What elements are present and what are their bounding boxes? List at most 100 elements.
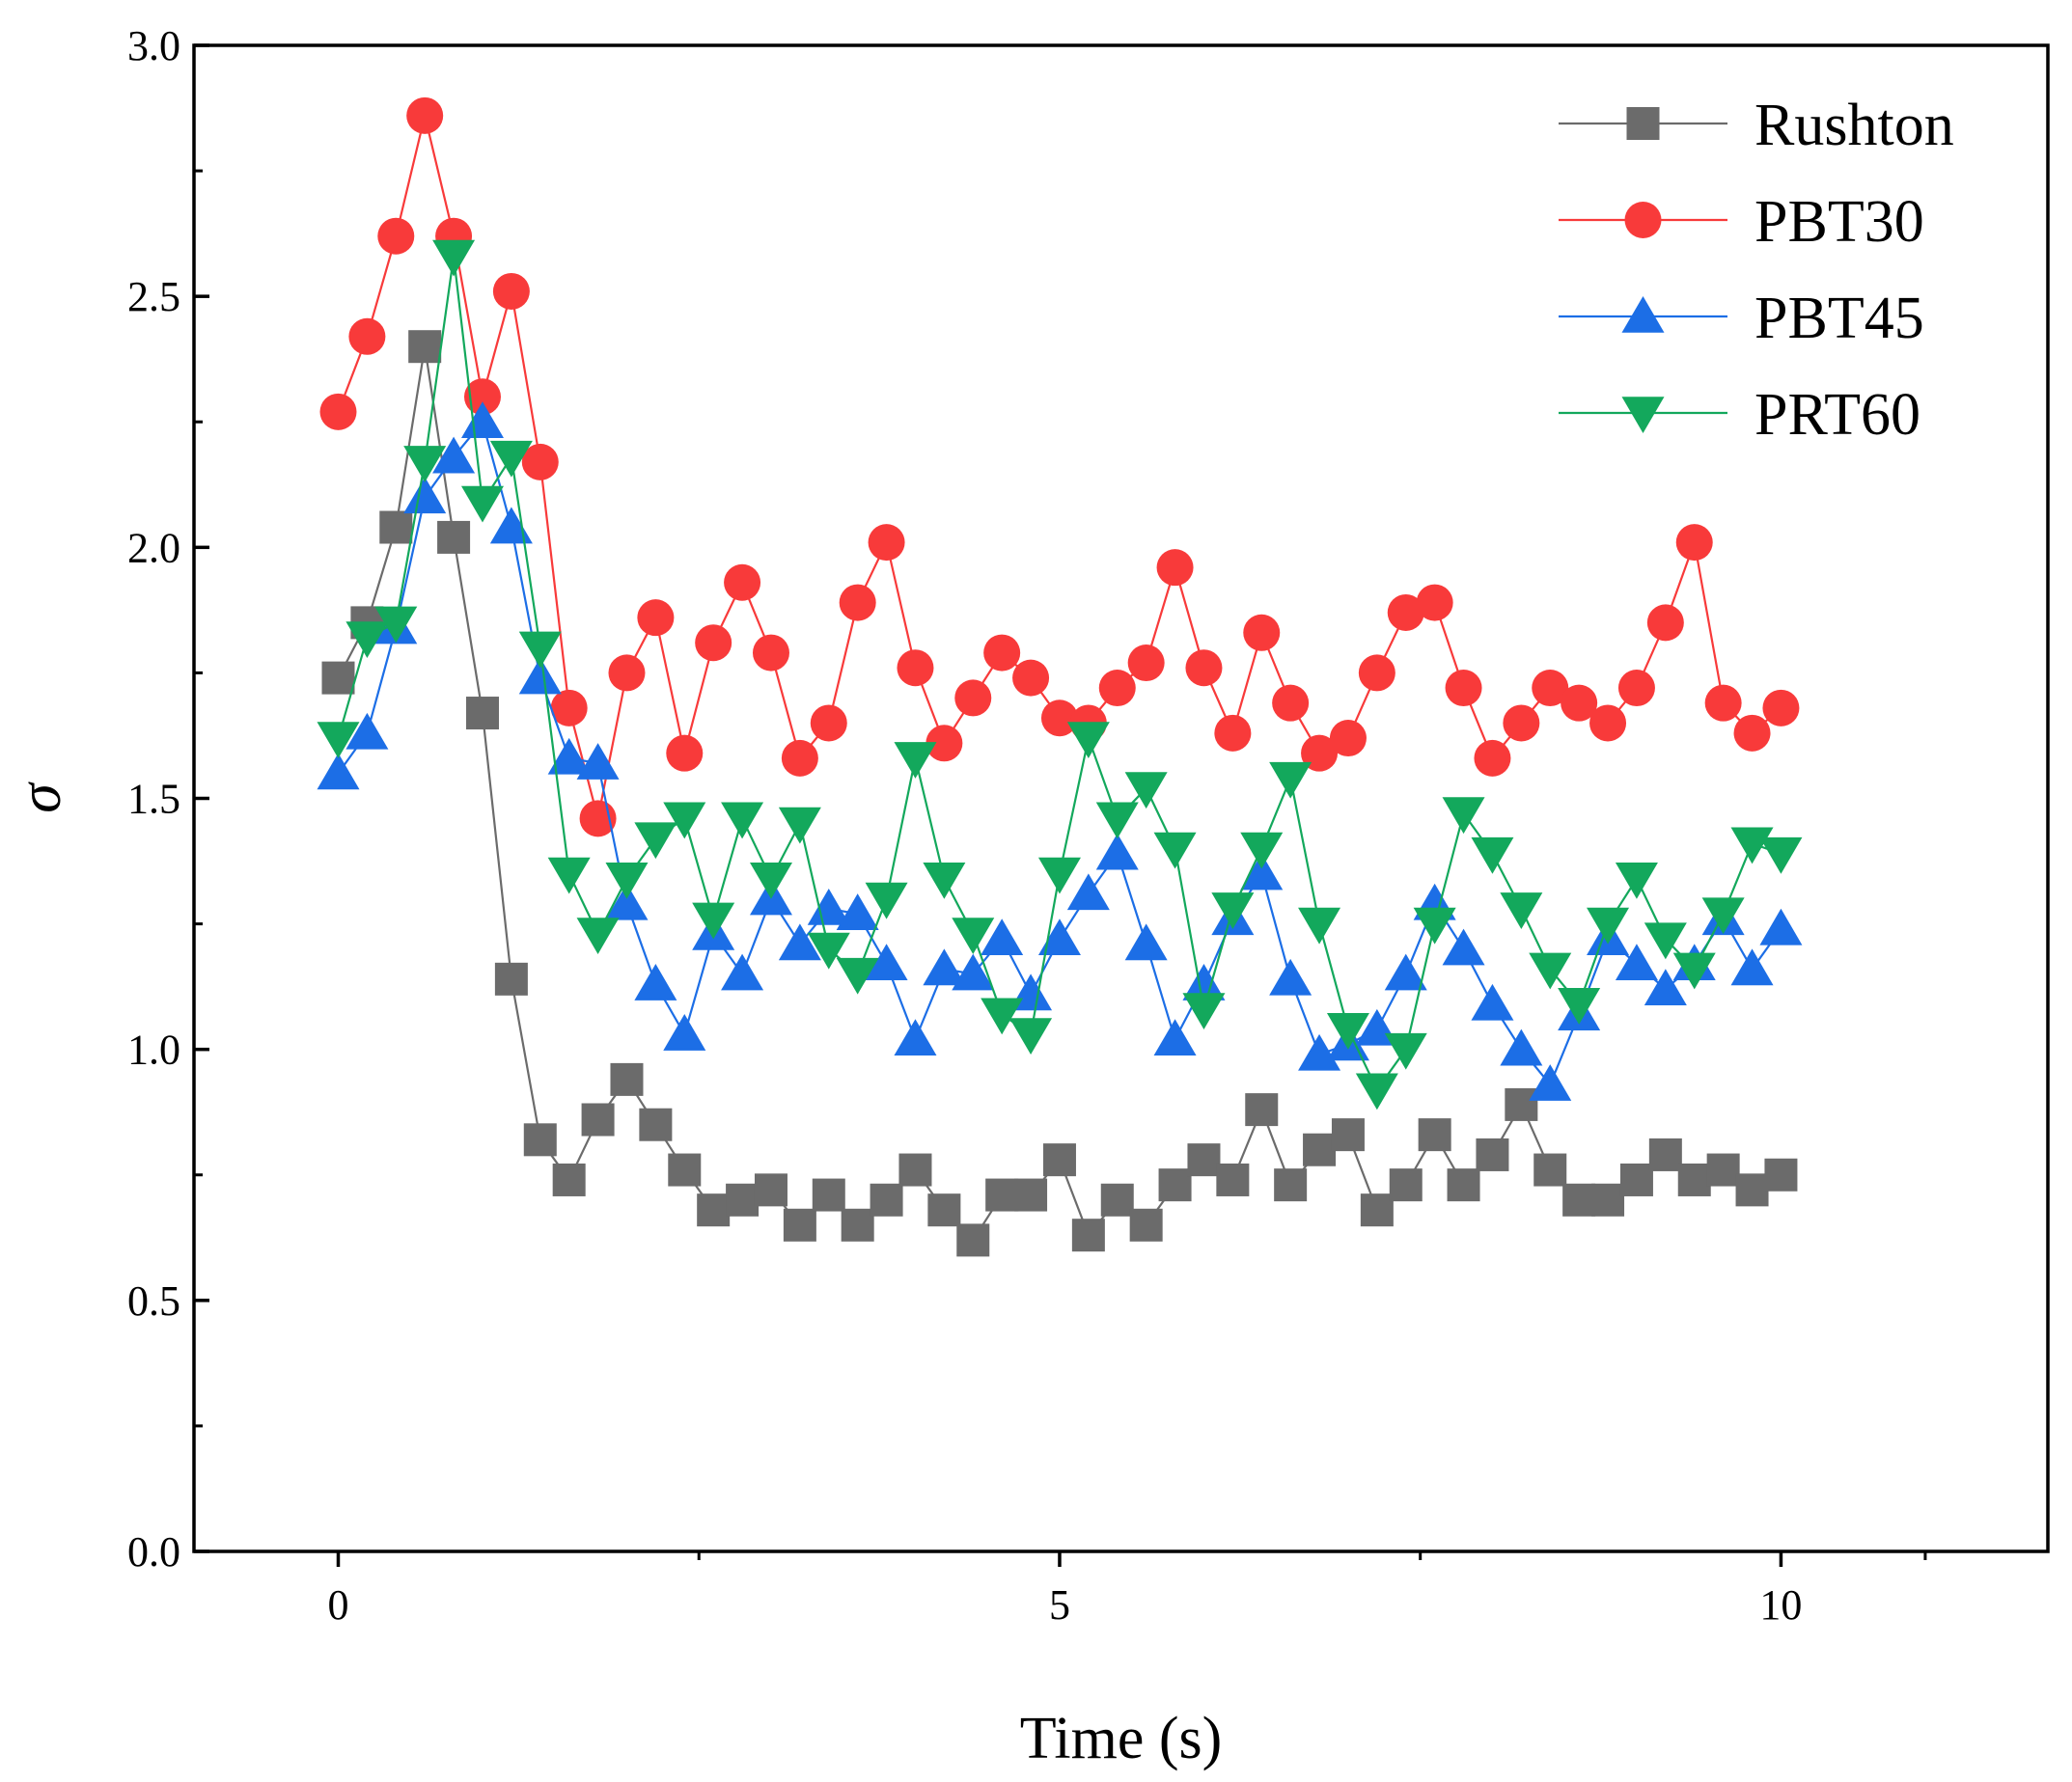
data-point (518, 631, 562, 669)
data-point (726, 1183, 760, 1217)
axis-ticks: 0.0 0.5 1.0 1.5 2.0 2.5 3.0 0 5 10 (127, 22, 1927, 1629)
data-point (1476, 1138, 1509, 1171)
data-point (781, 739, 818, 777)
x-tick-label: 5 (1049, 1581, 1070, 1629)
data-point (1127, 644, 1165, 682)
data-point (1037, 918, 1081, 955)
data-point (1100, 1183, 1134, 1217)
data-point (1269, 761, 1312, 799)
data-point (1042, 1143, 1076, 1177)
legend-label: PBT30 (1754, 189, 1924, 255)
data-point (523, 1123, 557, 1157)
data-point (1326, 1013, 1369, 1050)
data-point (1529, 952, 1572, 990)
x-tick-label: 0 (327, 1581, 348, 1629)
data-point (752, 634, 789, 672)
data-point (1562, 1183, 1596, 1217)
data-point (1387, 593, 1424, 631)
data-point (1214, 714, 1252, 752)
y-tick-label: 3.0 (127, 22, 180, 69)
data-point (437, 520, 471, 554)
data-point (839, 584, 876, 621)
data-point (952, 953, 995, 991)
data-point (1274, 1168, 1308, 1202)
data-point (408, 330, 442, 364)
data-point (1617, 670, 1655, 707)
data-point (668, 1153, 702, 1187)
data-point (1153, 832, 1197, 869)
legend-item-rushton: Rushton (1559, 93, 1954, 158)
data-point (1098, 670, 1136, 707)
data-point (1240, 853, 1284, 891)
data-point (925, 725, 963, 762)
data-point (605, 883, 649, 920)
data-point (492, 272, 530, 310)
data-point (317, 753, 360, 790)
data-point (721, 953, 764, 991)
data-point (1124, 772, 1168, 809)
legend-label: PBT45 (1754, 286, 1924, 351)
data-point (1245, 1093, 1279, 1127)
data-point (836, 893, 879, 930)
data-point (692, 902, 735, 940)
data-point (1014, 1178, 1048, 1212)
data-point (1066, 873, 1110, 911)
data-point (550, 689, 588, 727)
series-line (337, 256, 1782, 1092)
series-rushton (321, 330, 1798, 1257)
data-point (981, 998, 1024, 1035)
series-pbt30 (319, 96, 1800, 837)
data-point (1389, 1168, 1423, 1202)
data-point (1156, 549, 1194, 587)
data-point (1442, 928, 1485, 966)
data-point (1471, 836, 1514, 874)
legend-item-pbt45: PBT45 (1559, 286, 1924, 351)
data-point (1701, 897, 1745, 935)
data-point (1240, 832, 1284, 869)
data-point (1272, 684, 1310, 722)
legend-item-pbt30: PBT30 (1559, 189, 1924, 255)
data-point (406, 96, 444, 134)
data-point (1675, 524, 1713, 562)
data-point (379, 510, 413, 544)
data-point (898, 1153, 932, 1187)
data-point (1066, 722, 1110, 759)
data-point (374, 606, 418, 644)
data-point (1735, 1173, 1769, 1207)
data-point (663, 1014, 706, 1051)
data-point (634, 964, 677, 1001)
data-point (576, 918, 620, 954)
data-point (1533, 1153, 1567, 1187)
data-point (1358, 654, 1395, 692)
data-point (1558, 988, 1601, 1025)
data-point (1706, 1153, 1740, 1187)
data-point (403, 446, 447, 482)
data-point (1416, 584, 1453, 621)
data-point (697, 1193, 731, 1227)
data-point (1644, 969, 1687, 1006)
y-tick-label: 2.5 (127, 273, 180, 320)
data-point (1384, 1032, 1427, 1070)
data-point (1095, 802, 1139, 839)
data-point (1587, 907, 1630, 945)
y-tick-label: 1.0 (127, 1027, 180, 1074)
data-point (1762, 689, 1800, 727)
data-point (810, 704, 847, 742)
data-point (1355, 1073, 1398, 1110)
data-point (518, 657, 562, 695)
data-point (807, 888, 850, 925)
data-point (1211, 892, 1255, 929)
data-point (807, 932, 850, 970)
data-point (1185, 649, 1223, 687)
data-point (1619, 1163, 1653, 1196)
data-point (1672, 952, 1716, 990)
data-point (894, 742, 937, 779)
data-point (348, 317, 386, 355)
data-point (952, 918, 995, 954)
data-point (1615, 944, 1658, 981)
data-point (1298, 907, 1341, 945)
plot-area-frame (192, 43, 2050, 1553)
y-tick-label: 0.5 (127, 1277, 180, 1325)
data-point (1704, 684, 1742, 722)
data-point (1158, 1168, 1192, 1202)
